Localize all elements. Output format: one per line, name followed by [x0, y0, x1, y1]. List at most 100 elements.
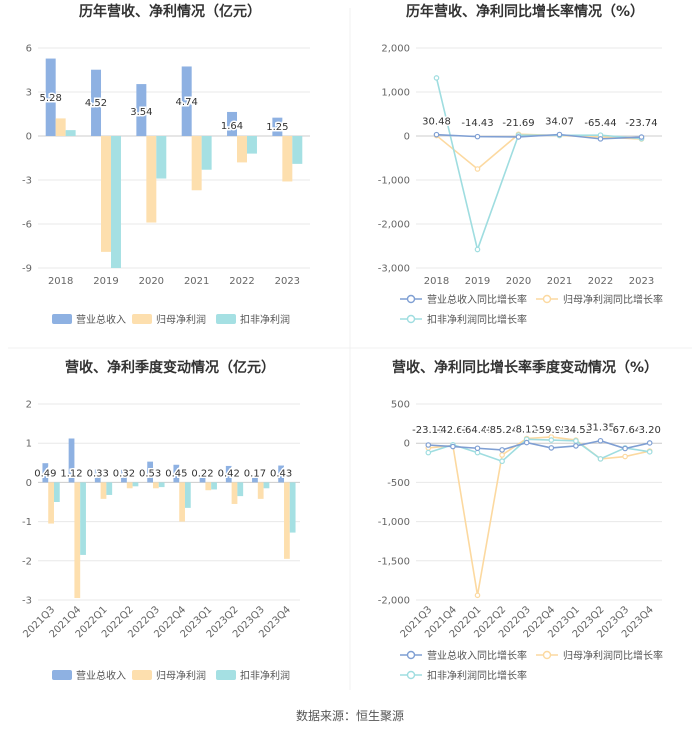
y-tick-label: 1	[26, 439, 32, 450]
chart-title: 营收、净利季度变动情况（亿元）	[65, 359, 275, 376]
data-point	[433, 75, 440, 81]
data-label: -34.52	[560, 425, 592, 436]
data-label: 0.43	[270, 468, 292, 479]
x-tick-label: 2019	[465, 276, 490, 287]
y-tick-label: 2,000	[381, 44, 410, 55]
data-point	[474, 445, 481, 452]
legend-label: 营业总收入同比增长率	[427, 293, 527, 306]
data-point	[573, 443, 579, 449]
bar	[263, 482, 270, 489]
bar	[65, 130, 76, 136]
bar	[179, 482, 185, 522]
data-point	[622, 453, 628, 460]
chart-title: 历年营收、净利情况（亿元）	[79, 3, 261, 20]
chart-quarterly-amount: 营收、净利季度变动情况（亿元） 2 1 0 -1 -2 -3 0.49 1.12 0.33 0.32…	[21, 359, 300, 682]
bar	[156, 136, 167, 179]
bar	[292, 136, 303, 164]
data-point	[474, 449, 481, 456]
data-label: 0.17	[244, 468, 266, 479]
y-tick-label: -6	[22, 220, 32, 231]
legend-label: 归母净利润	[156, 313, 206, 326]
legend-label: 扣非净利润	[240, 669, 290, 682]
bar	[45, 58, 56, 137]
data-point	[523, 439, 530, 446]
legend-marker	[406, 294, 416, 304]
data-label: 0.32	[113, 468, 135, 479]
bar	[126, 482, 133, 489]
x-tick-label: 2022	[229, 276, 254, 287]
bar	[231, 482, 238, 504]
data-point	[646, 440, 653, 446]
data-label: -23.11	[412, 425, 444, 436]
data-label: 1.25	[266, 122, 288, 133]
data-point	[556, 131, 563, 138]
bar	[227, 111, 238, 136]
x-tick-label: 2021	[547, 276, 572, 287]
x-tick-label: 2018	[424, 276, 449, 287]
data-label: 31.35	[586, 423, 615, 434]
y-tick-label: -1,000	[378, 517, 410, 528]
bar	[121, 469, 127, 483]
bar	[94, 469, 101, 483]
data-point	[499, 452, 505, 458]
x-tick-label: 2020	[139, 276, 164, 287]
bar	[136, 84, 147, 136]
bar	[181, 66, 192, 136]
legend-label: 营业总收入	[76, 669, 126, 682]
bar	[205, 482, 212, 491]
bar	[101, 136, 111, 252]
bar	[42, 463, 49, 483]
legend-marker	[406, 650, 416, 660]
y-tick-label: 0	[404, 439, 410, 450]
legend-label: 归母净利润同比增长率	[563, 293, 663, 306]
chart-annual-growth: 历年营收、净利同比增长率情况（%） 2,000 1,000 0 -1,000 -2,000…	[378, 3, 663, 326]
bar	[237, 482, 244, 497]
bar	[100, 482, 107, 499]
y-tick-label: -1	[22, 517, 32, 528]
bar	[199, 473, 206, 483]
y-tick-label: -1,000	[378, 176, 410, 187]
bar	[147, 461, 154, 483]
data-label: 0.42	[218, 468, 240, 479]
data-label: -42.63	[437, 425, 469, 436]
data-point	[646, 449, 653, 455]
legend-label: 营业总收入同比增长率	[427, 649, 527, 662]
legend-label: 扣非净利润同比增长率	[427, 313, 527, 326]
y-tick-label: -3	[22, 596, 32, 607]
chart-title: 营收、净利同比增长率季度变动情况（%）	[392, 359, 658, 376]
series-line	[435, 133, 642, 171]
data-point	[499, 447, 505, 453]
chart-annual-amount: 历年营收、净利情况（亿元） 6 3 0 -3 -6 -9 5.28 4.52 3.54 4.74 1.…	[22, 3, 310, 326]
data-point	[474, 166, 481, 172]
y-tick-label: 0	[404, 132, 410, 143]
legend-swatch	[132, 670, 152, 680]
bar	[278, 465, 285, 483]
legend-label: 归母净利润同比增长率	[563, 649, 663, 662]
data-label: 0.33	[87, 468, 109, 479]
data-label: -65.44	[584, 118, 616, 129]
data-label: 3.20	[639, 425, 661, 436]
bar	[153, 482, 159, 489]
y-tick-label: -2,000	[378, 596, 410, 607]
bar	[201, 136, 212, 170]
bar	[91, 69, 102, 136]
legend-marker	[406, 314, 416, 324]
legend-marker	[542, 650, 552, 660]
bar	[55, 118, 66, 136]
bar	[272, 117, 283, 136]
y-tick-label: -2	[22, 556, 32, 567]
bar	[68, 438, 75, 483]
source-note: 数据来源：恒生聚源	[295, 709, 404, 723]
x-tick-label: 2023	[629, 276, 654, 287]
bar	[284, 482, 290, 559]
bar	[246, 136, 257, 154]
bar	[158, 482, 165, 488]
bar	[282, 136, 293, 182]
chart-quarterly-growth: 营收、净利同比增长率季度变动情况（%） 500 0 -500 -1,000 -1,500 -…	[378, 359, 663, 682]
bar	[74, 482, 81, 599]
y-tick-label: 6	[26, 44, 32, 55]
x-tick-label: 2020	[506, 276, 531, 287]
bar	[257, 482, 264, 499]
bar	[191, 136, 202, 191]
bar	[132, 482, 139, 487]
